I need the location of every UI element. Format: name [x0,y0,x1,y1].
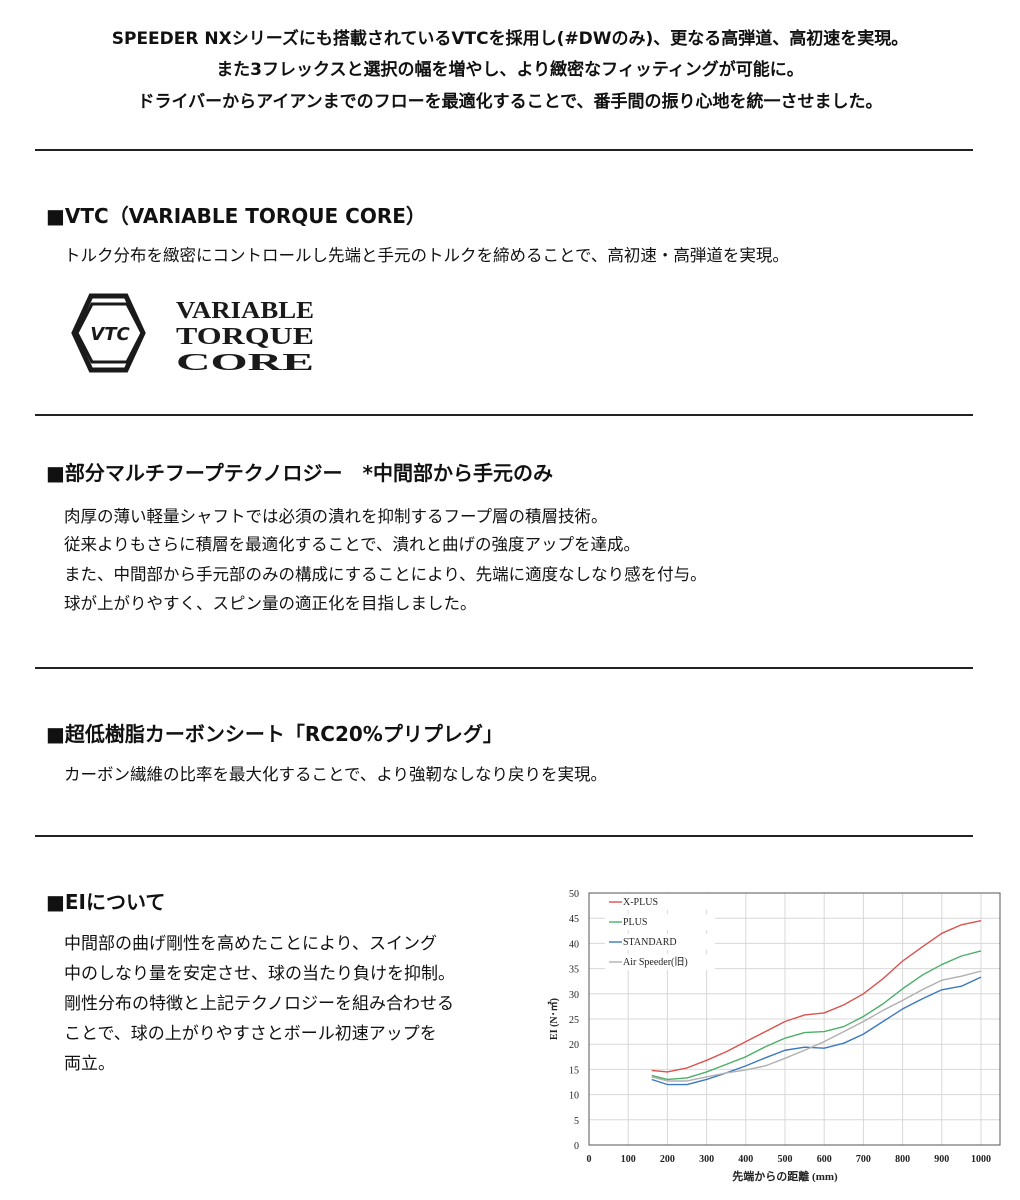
legend-bg [605,934,715,950]
x-tick-label: 100 [621,1154,636,1165]
y-tick-label: 35 [569,965,579,976]
divider [35,835,973,837]
series-line-standard [651,976,982,1086]
y-tick-label: 20 [569,1040,579,1051]
legend-label: PLUS [623,917,647,928]
section-body: ことで、球の上がりやすさとボール初速アップを [64,1024,437,1044]
x-tick-label: 1000 [971,1154,991,1165]
x-tick-label: 200 [660,1154,675,1165]
x-tick-label: 900 [934,1154,949,1165]
x-tick-label: 300 [699,1154,714,1165]
section-heading-rc20: ■超低樹脂カーボンシート「RC20%プリプレグ」 [46,722,503,746]
y-tick-label: 45 [569,914,579,925]
y-tick-label: 40 [569,939,579,950]
legend-bg [605,894,715,910]
divider [35,667,973,669]
logo-line: VARIABLE [176,298,314,324]
section-body: カーボン繊維の比率を最大化することで、より強靭なしなり戻りを実現。 [64,765,608,784]
legend-label: Air Speeder(旧) [623,956,688,968]
section-body: また、中間部から手元部のみの構成にすることにより、先端に適度なしなり感を付与。 [64,565,707,584]
section-body: トルク分布を緻密にコントロールし先端と手元のトルクを締めることで、高初速・高弾道… [64,246,789,265]
section-body: 肉厚の薄い軽量シャフトでは必須の潰れを抑制するフープ層の積層技術。 [64,507,608,526]
x-tick-label: 600 [817,1154,832,1165]
logo-mark: VTC [90,324,130,345]
y-tick-label: 25 [569,1015,579,1026]
legend-label: STANDARD [623,937,677,948]
divider [35,414,973,416]
legend-label: X-PLUS [623,897,658,908]
section-body: 球が上がりやすく、スピン量の適正化を目指しました。 [64,594,477,613]
section-body: 剛性分布の特徴と上記テクノロジーを組み合わせる [64,994,454,1014]
y-tick-label: 10 [569,1091,579,1102]
section-heading-multi-hoop: ■部分マルチフープテクノロジー *中間部から手元のみ [46,461,553,485]
series-line-air-speeder- [651,970,982,1082]
intro-line-3: ドライバーからアイアンまでのフローを最適化することで、番手間の振り心地を統一させ… [137,92,883,112]
divider [35,149,973,151]
legend-bg [605,914,715,930]
y-tick-label: 30 [569,990,579,1001]
section-body: 従来よりもさらに積層を最適化することで、潰れと曲げの強度アップを達成。 [64,535,641,554]
section-heading-vtc: ■VTC（VARIABLE TORQUE CORE） [46,204,426,228]
x-tick-label: 800 [895,1154,910,1165]
section-body: 中間部の曲げ剛性を高めたことにより、スイング [64,934,437,954]
series-line-plus [651,950,982,1081]
plot-frame [588,892,1001,1146]
y-axis-label: EI (N･㎡) [547,998,560,1040]
section-body: 両立。 [64,1054,115,1074]
y-tick-label: 15 [569,1065,579,1076]
y-tick-label: 50 [569,889,579,900]
x-tick-label: 700 [856,1154,871,1165]
y-tick-label: 5 [574,1116,579,1127]
section-heading-ei: ■EIについて [46,890,166,914]
intro-line-1: SPEEDER NXシリーズにも搭載されているVTCを採用し(#DWのみ)、更な… [111,29,909,49]
vtc-logo: VTC VARIABLE TORQUE CORE [71,293,314,376]
logo-line: CORE [176,350,314,376]
series-line-x-plus [651,920,982,1073]
logo-line: TORQUE [176,324,314,350]
legend-bg [605,954,715,970]
section-body: 中のしなり量を安定させ、球の当たり負けを抑制。 [64,964,455,984]
intro-line-2: また3フレックスと選択の幅を増やし、より緻密なフィッティングが可能に。 [216,60,804,80]
x-tick-label: 0 [587,1154,592,1165]
x-axis-label: 先端からの距離 (mm) [732,1169,838,1183]
x-tick-label: 500 [778,1154,793,1165]
y-tick-label: 0 [574,1141,579,1152]
x-tick-label: 400 [738,1154,753,1165]
